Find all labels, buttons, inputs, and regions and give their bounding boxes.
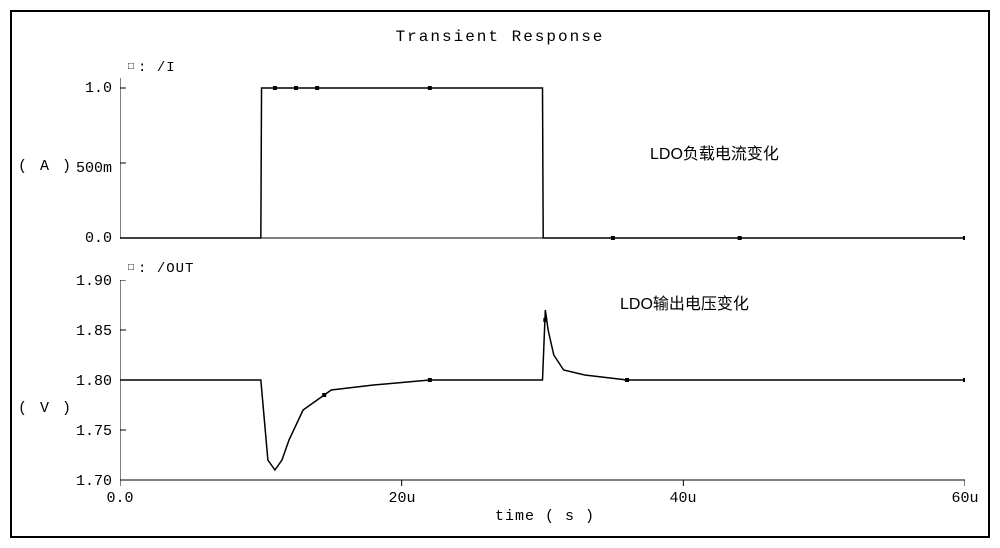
chart1-plot	[120, 78, 965, 248]
chart1-ytick-0: 0.0	[60, 230, 112, 247]
chart1-ytick-2: 1.0	[60, 80, 112, 97]
chart-title: Transient Response	[0, 28, 1000, 46]
chart2-series-name: /OUT	[157, 261, 195, 277]
chart2-marker-icon: □	[128, 263, 134, 274]
chart1-ytick-1: 500m	[60, 160, 112, 177]
chart2-ylabel: ( V )	[18, 400, 73, 417]
xtick-3: 60u	[945, 490, 985, 507]
xtick-1: 20u	[382, 490, 422, 507]
chart1-series-label: : /I	[138, 60, 176, 76]
chart2-ytick-0: 1.70	[60, 473, 112, 490]
chart1-marker-icon: □	[128, 62, 134, 73]
xtick-0: 0.0	[100, 490, 140, 507]
chart2-ytick-4: 1.90	[60, 273, 112, 290]
chart2-ytick-1: 1.75	[60, 423, 112, 440]
xtick-2: 40u	[663, 490, 703, 507]
chart2-plot	[120, 280, 965, 490]
chart1-series-name: /I	[157, 60, 176, 76]
chart2-series-label: : /OUT	[138, 261, 194, 277]
chart2-ytick-2: 1.80	[60, 373, 112, 390]
xaxis-label: time ( s )	[470, 508, 620, 525]
chart2-ytick-3: 1.85	[60, 323, 112, 340]
